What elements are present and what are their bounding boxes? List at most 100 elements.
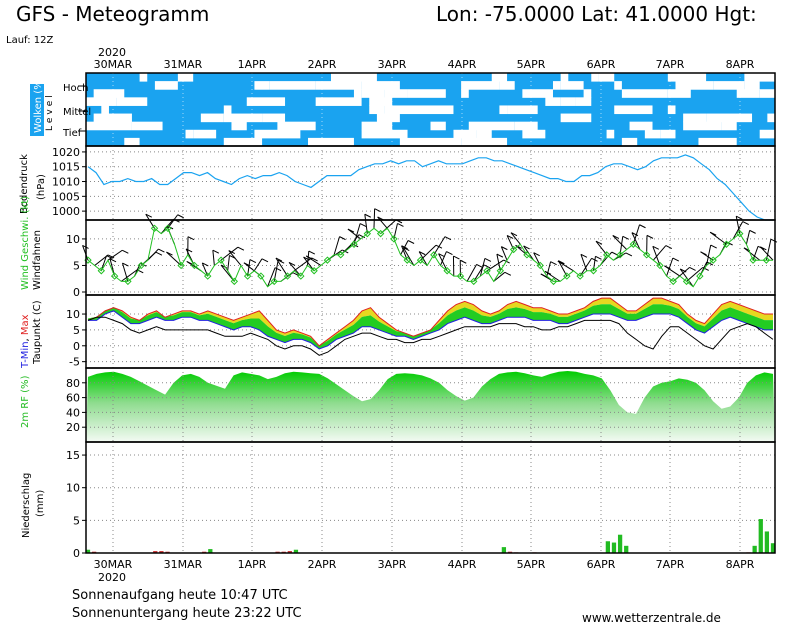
wind-marker <box>310 267 318 275</box>
bottom-date-30MAR: 30MAR <box>94 558 133 571</box>
ytick-label--5: -5 <box>69 356 80 369</box>
cloud-gap <box>683 113 707 123</box>
cloud-gap <box>361 121 393 131</box>
wind-barb-flag <box>145 213 152 218</box>
cloud-gap <box>644 129 661 139</box>
run-label: Lauf: 12Z <box>6 35 53 46</box>
cloud-gap <box>660 129 676 139</box>
cloud-gap <box>453 129 477 139</box>
wind-barb <box>595 240 608 256</box>
wind-barb-flag <box>612 235 620 239</box>
cloud-gap <box>560 81 584 90</box>
wind-barb-flag <box>515 244 522 249</box>
cloud-gap <box>93 89 125 98</box>
wind-marker <box>682 277 691 286</box>
wind-barb-flag <box>700 251 707 256</box>
wind-barb-flag <box>476 263 483 268</box>
cloud-gap <box>560 113 592 123</box>
wind-marker <box>470 277 478 286</box>
cloud-gap <box>507 105 538 115</box>
site-link[interactable]: www.wetterzentrale.de <box>582 611 721 625</box>
ytick-label-10: 10 <box>66 482 80 495</box>
precip-bar <box>208 549 213 553</box>
wind-marker <box>736 229 744 238</box>
top-date-labels: 30MAR 31MAR 1APR 2APR 3APR 4APR 5APR 6APR 7APR 8A… <box>94 58 755 71</box>
precip-bar <box>617 534 623 553</box>
wind-barb-flag <box>107 254 115 259</box>
precip-bar <box>85 549 91 553</box>
wind-marker <box>337 251 345 259</box>
rh-ylabel: 2m RF (%) <box>20 375 31 428</box>
cloud-gap <box>522 129 546 139</box>
cloud-gap <box>361 129 408 139</box>
cloud-gap <box>139 73 148 82</box>
wind-barb <box>353 223 361 245</box>
wind-barb-flag <box>397 223 404 227</box>
wind-barb <box>433 236 446 256</box>
wind-marker <box>363 229 372 238</box>
wind-barb-flag <box>364 213 372 218</box>
wind-barb <box>418 251 428 266</box>
wind-barb-flag <box>261 258 269 263</box>
wind-marker <box>403 256 411 264</box>
wind-marker <box>696 272 704 280</box>
cloud-gap <box>353 89 362 98</box>
cloud-gap <box>461 81 500 90</box>
wind-marker <box>243 272 252 280</box>
cloud-gap <box>430 105 454 115</box>
wind-barb-flag <box>540 273 548 278</box>
wind-barb-flag <box>595 240 603 245</box>
wind-barb-flag <box>303 256 310 261</box>
cloud-gap <box>131 121 163 131</box>
ytick-label-5: 5 <box>73 259 80 272</box>
cloud-gap <box>86 97 117 106</box>
wind-barb-flag <box>177 214 184 219</box>
wind-barb-flag <box>510 232 518 237</box>
wind-barb-flag <box>736 215 743 220</box>
cloud-gap <box>154 81 178 90</box>
cloud-gap <box>575 97 592 106</box>
wind-marker <box>722 240 731 248</box>
wind-barb-flag <box>187 236 195 241</box>
sunrise-text: Sonnenaufgang heute 10:47 UTC <box>72 588 288 603</box>
wind-barb-flag <box>706 261 714 266</box>
cloud-gap <box>499 105 508 115</box>
wind-barb-flag <box>446 251 453 256</box>
wind-marker <box>230 277 239 286</box>
wind-barb <box>145 213 155 229</box>
top-date-4APR: 4APR <box>448 58 477 71</box>
cloud-gap <box>583 89 592 98</box>
tmax-fill <box>88 298 773 346</box>
wind-barb <box>147 248 159 261</box>
wind-barb <box>440 251 447 266</box>
cloud-gap <box>629 121 653 131</box>
wind-barb <box>212 250 215 266</box>
wind-barb-flag <box>689 266 696 271</box>
cloud-gap <box>560 73 569 82</box>
wind-barb-flag <box>358 234 366 239</box>
precip-bar <box>287 551 292 553</box>
wind-barb-flag <box>639 224 646 229</box>
wind-barb-flag <box>158 248 165 253</box>
precipitation-panel: 0 5 10 15 <box>66 441 776 560</box>
wind-marker <box>416 256 425 264</box>
wind-barb-flag <box>339 236 346 241</box>
wind-barb <box>631 232 641 250</box>
cloud-gap <box>468 121 515 131</box>
cloud-gap <box>621 89 668 98</box>
ytick-label-40: 40 <box>66 406 80 419</box>
wind-marker <box>443 267 451 275</box>
cloud-gap <box>308 137 354 147</box>
wind-barb <box>759 246 774 261</box>
wind-barb-flag <box>228 250 236 254</box>
bottom-date-31MAR: 31MAR <box>164 558 203 571</box>
wind-barb <box>493 271 506 282</box>
wind-marker <box>563 272 571 280</box>
wind-barb-flag <box>770 238 778 243</box>
sunset-text: Sonnenuntergang heute 23:22 UTC <box>72 606 302 621</box>
wind-marker <box>376 229 385 238</box>
precip-bar <box>605 541 611 553</box>
bottom-date-3APR: 3APR <box>378 558 407 571</box>
precip-bar <box>758 519 763 553</box>
